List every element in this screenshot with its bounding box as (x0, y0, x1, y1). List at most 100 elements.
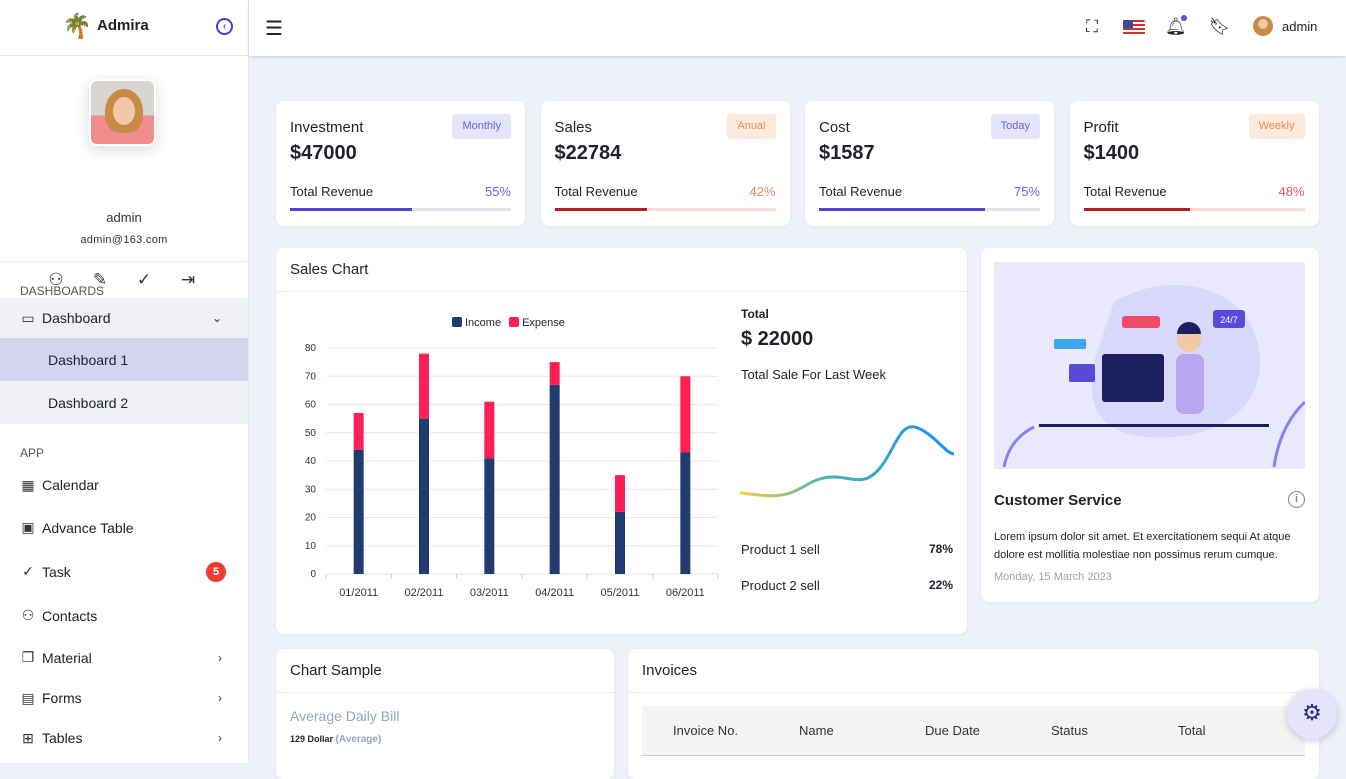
sidebar-item-forms[interactable]: ▤ Forms › (0, 678, 248, 718)
stat-label: Total Revenue (290, 184, 374, 199)
settings-gear-button[interactable]: ⚙ (1287, 689, 1337, 739)
column-header[interactable]: Name (799, 723, 834, 738)
sidebar-item-label: Material (42, 649, 92, 666)
product-2-label: Product 2 sell (741, 578, 820, 593)
bar-expense (419, 353, 429, 419)
copy-icon: ❐ (21, 649, 35, 665)
sidebar-item-label: Contacts (42, 607, 98, 624)
user-name[interactable]: admin (1282, 19, 1318, 34)
chart-legend: Income Expense (452, 317, 565, 329)
users-icon: ⚇ (21, 607, 35, 623)
us-flag-icon[interactable] (1123, 20, 1145, 35)
legend-expense[interactable]: Expense (509, 317, 565, 329)
logout-icon[interactable]: ⇥ (180, 270, 196, 289)
sparkline (740, 425, 955, 498)
user-avatar[interactable] (1253, 16, 1273, 36)
profile-name: admin (106, 210, 142, 225)
y-tick-label: 70 (305, 371, 317, 382)
card-title: Sales Chart (276, 248, 967, 292)
table-icon: ▣ (21, 519, 35, 535)
sidebar-item-tables[interactable]: ⊞ Tables › (0, 718, 248, 758)
bar-income (680, 452, 691, 574)
sales-chart-card: Sales Chart Income Expense 0 10 20 30 40 50 60… (276, 248, 967, 634)
profile-email: admin@163.com (80, 234, 168, 246)
bookmark-icon[interactable]: 🔖︎ (1209, 17, 1231, 36)
user-icon[interactable]: ⚇ (48, 270, 64, 289)
customer-title: Customer Service (994, 492, 1122, 509)
support-bubble-text: 24/7 (1220, 315, 1238, 325)
y-tick-label: 50 (305, 428, 317, 439)
notification-dot (1181, 15, 1187, 21)
chevron-right-icon: › (218, 650, 222, 665)
chart-sample-card: Chart Sample Average Daily Bill 129 Doll… (276, 649, 614, 779)
progress-bar (819, 208, 1040, 211)
collapse-sidebar-icon[interactable]: ‹ (216, 18, 233, 35)
stat-percent: 75% (1013, 184, 1040, 199)
card-title: Invoices (628, 649, 1319, 693)
edit-icon[interactable]: ✎ (92, 270, 108, 289)
stat-card-profit: Profit $1400 Weekly Total Revenue 48% (1069, 101, 1319, 226)
stat-percent: 48% (1278, 184, 1305, 199)
sidebar-item-task[interactable]: ✓ Task 5 (0, 549, 248, 594)
chart-sample-subtitle: Average Daily Bill (290, 708, 400, 724)
product-2-value: 22% (928, 578, 953, 592)
column-header[interactable]: Due Date (925, 723, 980, 738)
invoices-table-header (642, 706, 1305, 756)
progress-bar (290, 208, 511, 211)
progress-bar (554, 208, 776, 211)
x-tick-label: 01/2011 (339, 587, 378, 599)
column-header[interactable]: Status (1051, 723, 1088, 738)
customer-text: Lorem ipsum dolor sit amet. Et exercitat… (994, 531, 1291, 561)
period-badge: Monthly (452, 114, 511, 139)
sidebar-item-contacts[interactable]: ⚇ Contacts (0, 594, 248, 637)
menu-icon[interactable]: ☰ (265, 18, 283, 40)
column-header[interactable]: Invoice No. (673, 723, 739, 738)
sidebar-item-label: Advance Table (42, 519, 134, 536)
sidebar-item-calendar[interactable]: ▦ Calendar (0, 464, 248, 506)
chart-sample-amount: 129 Dollar (Average) (290, 734, 382, 745)
bar-income (549, 384, 560, 574)
sidebar-item-label: Task (42, 563, 71, 580)
avatar (89, 79, 156, 146)
sidebar-item-advance-table[interactable]: ▣ Advance Table (0, 506, 248, 549)
legend-income[interactable]: Income (452, 317, 501, 329)
stat-title: Sales (554, 119, 593, 136)
bar-expense (615, 475, 625, 512)
section-dashboards: Dashboards (20, 284, 105, 298)
check-circle-icon[interactable]: ✓ (136, 270, 152, 289)
total-subtitle: Total Sale For Last Week (741, 367, 886, 382)
x-tick-label: 04/2011 (535, 587, 574, 599)
bar-expense (353, 412, 364, 450)
sidebar-item-dashboard[interactable]: ▭ Dashboard ⌄ (0, 298, 248, 338)
card-title: Chart Sample (276, 649, 614, 693)
product-1-label: Product 1 sell (741, 542, 820, 557)
info-icon[interactable]: i (1288, 491, 1305, 508)
sidebar-item-dashboard-1[interactable]: Dashboard 1 (0, 338, 248, 381)
stat-percent: 55% (484, 184, 511, 199)
y-tick-label: 0 (310, 569, 316, 580)
total-label: Total (741, 307, 769, 321)
column-header[interactable]: Total (1178, 723, 1206, 738)
customer-date: Monday, 15 March 2023 (994, 571, 1112, 583)
check-circle-icon: ✓ (22, 563, 34, 579)
calendar-icon: ▦ (21, 476, 35, 493)
period-badge: Weekly (1248, 114, 1305, 139)
sidebar-item-label: Calendar (42, 477, 99, 493)
form-icon: ▤ (21, 689, 35, 706)
stat-title: Investment (290, 119, 364, 136)
profile: admin admin@163.com ⚇ ✎ ✓ ⇥ (0, 56, 248, 289)
fullscreen-icon[interactable]: ⛶ (1086, 17, 1098, 36)
stat-value: $1400 (1083, 142, 1140, 164)
total-value: $ 22000 (741, 328, 814, 350)
stat-title: Profit (1083, 119, 1119, 136)
sidebar-item-material[interactable]: ❐ Material › (0, 637, 248, 678)
stat-label: Total Revenue (1083, 184, 1167, 199)
sidebar: 🌴 Admira ‹ admin admin@163.com ⚇ ✎ ✓ ⇥ D… (0, 0, 249, 763)
y-tick-label: 60 (305, 400, 317, 411)
product-1-value: 78% (928, 542, 953, 556)
topbar: ☰ ⛶ 🔔︎ 🔖︎ admin (249, 0, 1346, 56)
bar-income (419, 418, 429, 574)
bell-icon[interactable]: 🔔︎ (1165, 17, 1187, 36)
sidebar-item-dashboard-2[interactable]: Dashboard 2 (0, 381, 248, 424)
stat-value: $22784 (554, 142, 622, 164)
